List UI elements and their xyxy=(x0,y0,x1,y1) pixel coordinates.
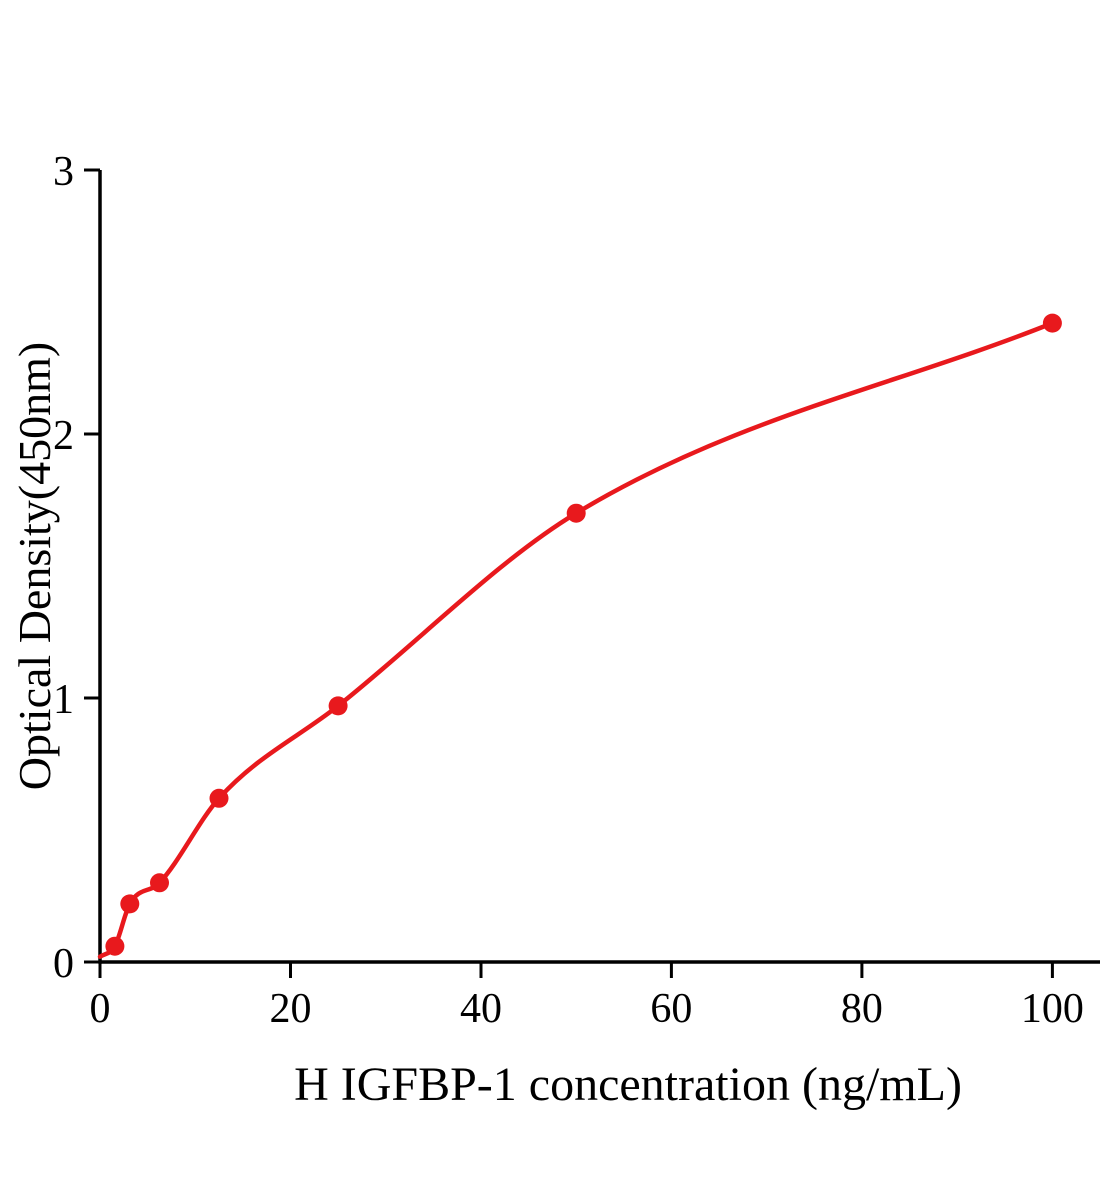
x-tick-label: 40 xyxy=(460,986,502,1032)
x-tick-label: 0 xyxy=(90,986,111,1032)
data-point xyxy=(120,894,140,914)
data-point xyxy=(328,696,348,716)
data-point xyxy=(105,936,125,956)
data-point xyxy=(566,503,586,523)
y-tick-label: 2 xyxy=(53,413,74,459)
y-tick-label: 1 xyxy=(53,677,74,723)
data-point xyxy=(209,788,229,808)
fit-curve xyxy=(97,320,1055,959)
x-tick-label: 80 xyxy=(841,986,883,1032)
x-tick-label: 100 xyxy=(1021,986,1084,1032)
data-point xyxy=(150,873,169,893)
plot-area: 0 20 40 60 80 100 0 1 2 3 xyxy=(53,149,1100,1032)
x-tick-label: 60 xyxy=(650,986,692,1032)
y-axis-title: Optical Density(450nm) xyxy=(9,342,60,790)
y-tick-label: 3 xyxy=(53,149,74,195)
y-tick-label: 0 xyxy=(53,941,74,987)
x-tick-label: 20 xyxy=(270,986,312,1032)
x-axis-title: H IGFBP-1 concentration (ng/mL) xyxy=(294,1058,962,1111)
data-point xyxy=(1042,313,1062,333)
